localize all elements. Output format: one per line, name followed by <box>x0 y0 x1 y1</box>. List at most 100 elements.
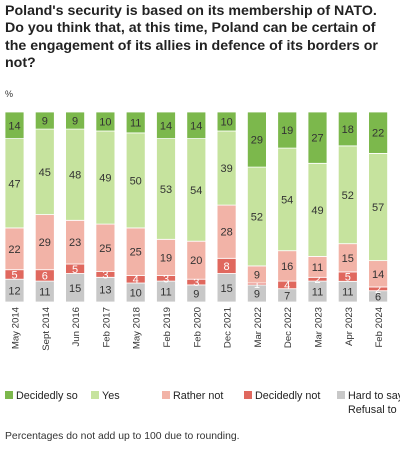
legend-label: Hard to say /Refusal to answer <box>348 390 400 416</box>
category-label: Dec 2022 <box>283 307 294 348</box>
legend-swatch <box>337 391 345 399</box>
category-label: May 2018 <box>132 307 143 349</box>
data-label: 13 <box>99 285 111 297</box>
bar-segment <box>65 111 85 130</box>
data-label: 14 <box>160 120 172 132</box>
data-label: 9 <box>193 288 199 300</box>
bar-segment <box>186 111 207 140</box>
legend-swatch <box>162 391 170 399</box>
data-label: 52 <box>342 190 354 202</box>
data-label: 16 <box>281 261 293 273</box>
data-label: 3 <box>102 269 108 281</box>
data-label: 52 <box>251 212 263 224</box>
legend-label: Yes <box>102 390 120 402</box>
data-label: 25 <box>99 243 111 255</box>
bar-segment <box>156 111 176 140</box>
data-label: 53 <box>160 184 172 196</box>
data-label: 9 <box>42 116 48 128</box>
data-label: 2 <box>314 274 320 286</box>
data-label: 1 <box>254 279 260 291</box>
legend-swatch <box>5 391 13 399</box>
data-label: 22 <box>8 244 20 256</box>
category-label: Feb 2020 <box>192 307 203 348</box>
unit-label: % <box>5 89 13 99</box>
data-label: 4 <box>133 274 139 286</box>
category-label: Jun 2016 <box>71 307 82 346</box>
bar-segment <box>95 111 116 132</box>
data-label: 9 <box>72 116 78 128</box>
bar-segment <box>368 111 389 154</box>
data-label: 29 <box>39 237 51 249</box>
data-label: 6 <box>375 291 381 303</box>
chart-title: Poland's security is based on its member… <box>5 3 378 71</box>
data-label: 54 <box>281 194 293 206</box>
data-label: 20 <box>190 255 202 267</box>
bar-segment <box>277 111 298 149</box>
legend-swatch <box>244 391 252 399</box>
data-label: 19 <box>281 125 293 137</box>
data-label: 48 <box>69 170 81 182</box>
data-label: 15 <box>69 283 81 295</box>
data-label: 15 <box>342 253 354 265</box>
category-label: Apr 2023 <box>344 307 355 346</box>
bar-segment <box>307 111 328 164</box>
data-label: 14 <box>8 120 20 132</box>
data-label: 47 <box>8 178 20 190</box>
data-label: 25 <box>130 247 142 259</box>
data-label: 49 <box>311 205 323 217</box>
data-label: 14 <box>372 269 384 281</box>
category-label: Dec 2021 <box>223 307 234 348</box>
data-label: 7 <box>284 290 290 302</box>
data-label: 9 <box>254 288 260 300</box>
category-label: Sept 2014 <box>41 306 52 350</box>
data-label: 12 <box>8 286 20 298</box>
legend-label: Decidedly not <box>255 390 320 402</box>
data-label: 10 <box>220 117 232 129</box>
legend-label: Rather not <box>173 390 223 402</box>
data-label: 22 <box>372 128 384 140</box>
data-label: 49 <box>99 173 111 185</box>
bar-segment <box>4 111 25 140</box>
data-label: 3 <box>163 273 169 285</box>
data-label: 2 <box>375 284 381 296</box>
data-label: 10 <box>99 117 111 129</box>
bar-segment <box>216 111 237 132</box>
data-label: 45 <box>39 167 51 179</box>
data-label: 54 <box>190 185 202 197</box>
bar-segment <box>125 111 146 134</box>
data-label: 23 <box>69 237 81 249</box>
data-label: 15 <box>220 283 232 295</box>
legend-swatch <box>91 391 99 399</box>
data-label: 29 <box>251 135 263 147</box>
legend-label: Decidedly so <box>16 390 78 402</box>
data-label: 57 <box>372 202 384 214</box>
data-label: 14 <box>190 120 202 132</box>
bar-segment <box>337 111 358 147</box>
data-label: 5 <box>72 264 78 276</box>
category-label: Feb 2019 <box>162 307 173 348</box>
bar-segment <box>34 111 55 130</box>
data-label: 8 <box>224 261 230 273</box>
data-label: 18 <box>342 124 354 136</box>
data-label: 50 <box>130 175 142 187</box>
data-label: 5 <box>345 272 351 284</box>
data-label: 11 <box>160 287 171 299</box>
data-label: 9 <box>254 269 260 281</box>
category-label: Mar 2022 <box>253 307 264 348</box>
category-label: May 2014 <box>11 306 22 349</box>
data-label: 19 <box>160 252 172 264</box>
data-label: 5 <box>11 269 17 281</box>
data-label: 28 <box>220 227 232 239</box>
data-label: 27 <box>311 133 323 145</box>
data-label: 11 <box>130 117 141 129</box>
category-label: Feb 2017 <box>101 307 112 348</box>
category-label: Mar 2023 <box>314 307 325 348</box>
data-label: 11 <box>312 262 323 274</box>
data-label: 11 <box>342 287 353 299</box>
data-label: 3 <box>193 277 199 289</box>
footnote: Percentages do not add up to 100 due to … <box>5 431 240 442</box>
category-label: Feb 2024 <box>374 306 385 347</box>
data-label: 6 <box>42 270 48 282</box>
bar-segment <box>246 111 267 168</box>
